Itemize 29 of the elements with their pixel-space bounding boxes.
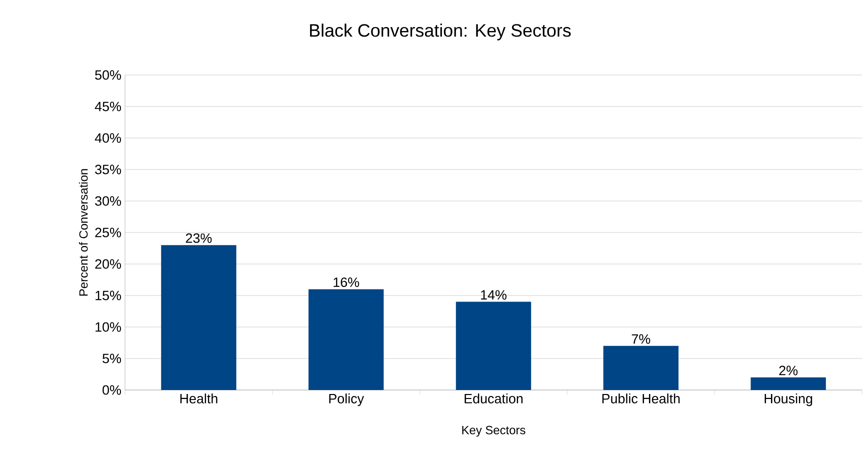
y-tick-label: 15% (96, 290, 121, 300)
bar (308, 289, 384, 390)
data-label: 7% (632, 334, 650, 344)
y-tick-label: 35% (95, 164, 121, 174)
bar (603, 346, 678, 390)
x-tick-label: Health (180, 394, 218, 404)
data-label: 23% (186, 233, 212, 243)
y-tick-label: 50% (95, 70, 121, 80)
data-label: 2% (779, 366, 798, 376)
x-axis-title: Key Sectors (462, 426, 526, 437)
y-tick-label: 40% (94, 133, 121, 143)
y-tick-label: 5% (102, 354, 122, 364)
x-tick-label: Housing (764, 394, 812, 406)
x-tick-label: Public Health (602, 394, 680, 404)
data-label: 14% (481, 290, 506, 300)
y-tick-label: 10% (96, 322, 121, 332)
bar (750, 377, 826, 390)
y-tick-label: 25% (95, 228, 121, 238)
chart-title: Black Conversation: Key Sectors (310, 24, 571, 40)
y-tick-label: 20% (95, 259, 121, 269)
data-label: 16% (334, 277, 360, 287)
bar (456, 302, 532, 390)
y-tick-label: 45% (94, 102, 121, 112)
bar (161, 245, 236, 390)
y-tick-label: 30% (95, 196, 121, 206)
x-tick-label: Education (464, 394, 523, 404)
y-axis-title: Percent of Conversation (78, 169, 88, 296)
x-tick-label: Policy (329, 394, 364, 406)
y-tick-label: 0% (102, 385, 122, 395)
